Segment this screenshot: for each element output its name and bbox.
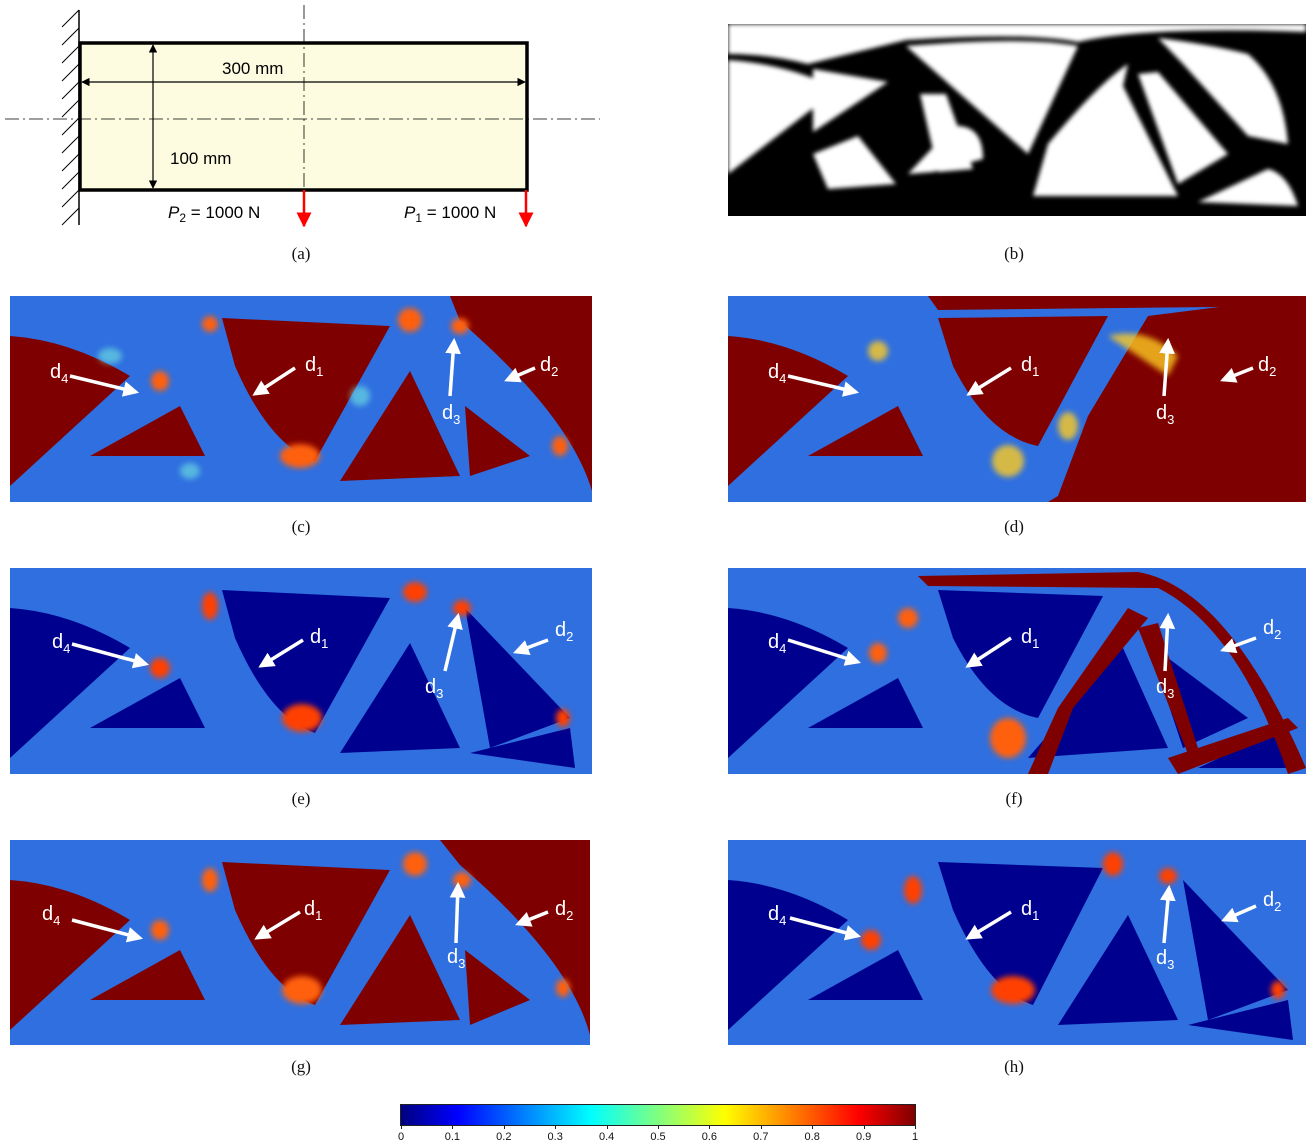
caption-g: (g) bbox=[271, 1057, 331, 1077]
width-label: 300 mm bbox=[222, 59, 283, 78]
colorbar-tick-label: 0.3 bbox=[548, 1131, 563, 1143]
colorbar-tick-mark bbox=[915, 1125, 916, 1129]
colorbar-tick-mark bbox=[761, 1125, 762, 1129]
colorbar-tick-mark bbox=[709, 1125, 710, 1129]
height-label: 100 mm bbox=[170, 149, 231, 168]
colorbar-tick-mark bbox=[812, 1125, 813, 1129]
colorbar: 0 0.1 0.2 0.3 0.4 0.5 0.6 0.7 0.8 0.9 1 bbox=[400, 1104, 916, 1148]
load-p1-label: P1 = 1000 N bbox=[404, 203, 496, 225]
colorbar-tick-mark bbox=[607, 1125, 608, 1129]
colorbar-tick-mark bbox=[401, 1125, 402, 1129]
panel-a-schematic: 300 mm 100 mm P2 = 1000 N P1 = 1000 N bbox=[0, 0, 620, 240]
colorbar-tick-label: 0.7 bbox=[753, 1131, 768, 1143]
colorbar-tick-mark bbox=[555, 1125, 556, 1129]
colorbar-tick-mark bbox=[452, 1125, 453, 1129]
colorbar-tick-label: 0.9 bbox=[856, 1131, 871, 1143]
caption-e: (e) bbox=[271, 789, 331, 809]
colorbar-tick-label: 0 bbox=[398, 1131, 404, 1143]
colorbar-tick-label: 0.1 bbox=[445, 1131, 460, 1143]
load-p2-label: P2 = 1000 N bbox=[168, 203, 260, 225]
fixed-support-wall bbox=[62, 10, 79, 225]
panel-c-map: d4 d1 d2 d3 bbox=[10, 296, 592, 502]
panel-h-map: d4 d1 d2 d3 bbox=[728, 840, 1306, 1045]
caption-b: (b) bbox=[984, 244, 1044, 264]
colorbar-tick-label: 0.2 bbox=[496, 1131, 511, 1143]
panel-g-map: d4 d1 d2 d3 bbox=[10, 840, 590, 1045]
colorbar-tick-label: 0.4 bbox=[599, 1131, 614, 1143]
colorbar-tick-label: 0.6 bbox=[702, 1131, 717, 1143]
panel-d-map: d4 d1 d2 d3 bbox=[728, 296, 1306, 502]
beam-domain bbox=[80, 43, 527, 190]
colorbar-tick-mark bbox=[864, 1125, 865, 1129]
caption-c: (c) bbox=[271, 517, 331, 537]
caption-f: (f) bbox=[984, 789, 1044, 809]
panel-f-map: d4 d1 d2 d3 bbox=[728, 568, 1306, 774]
caption-a: (a) bbox=[271, 244, 331, 264]
colorbar-tick-mark bbox=[504, 1125, 505, 1129]
colorbar-tick-mark bbox=[658, 1125, 659, 1129]
caption-h: (h) bbox=[984, 1057, 1044, 1077]
colorbar-tick-label: 1 bbox=[912, 1131, 918, 1143]
colorbar-gradient bbox=[400, 1104, 916, 1126]
arrow-d3-g bbox=[456, 885, 458, 943]
colorbar-tick-label: 0.8 bbox=[805, 1131, 820, 1143]
panel-b-topology bbox=[728, 24, 1306, 216]
colorbar-tick-label: 0.5 bbox=[650, 1131, 665, 1143]
panel-e-map: d4 d1 d2 d3 bbox=[10, 568, 592, 774]
caption-d: (d) bbox=[984, 517, 1044, 537]
